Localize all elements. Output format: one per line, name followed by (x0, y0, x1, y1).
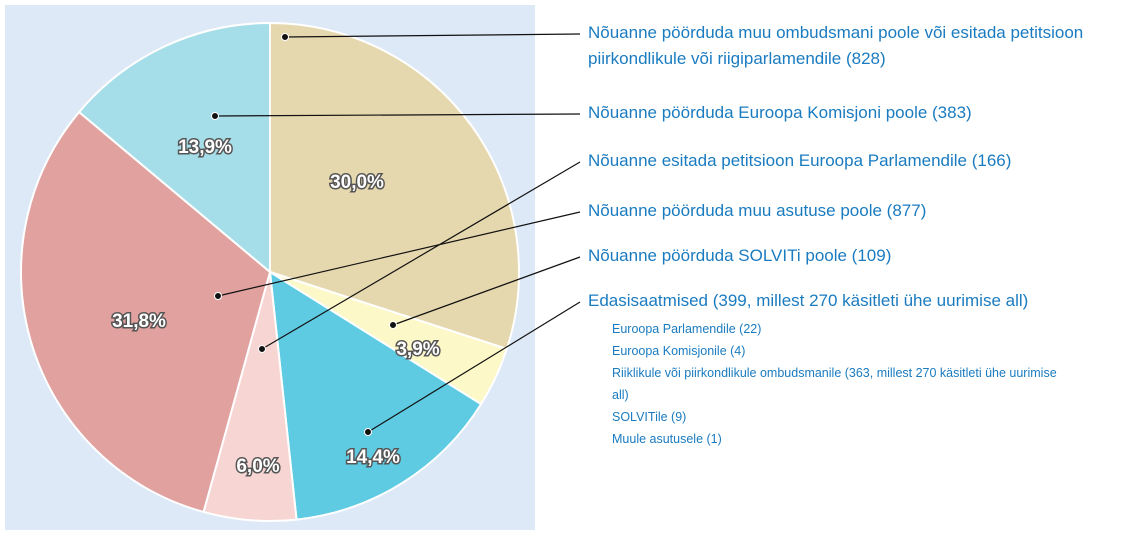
leader-dot (389, 321, 397, 329)
leader-dot (258, 345, 266, 353)
leader-line (284, 33, 581, 38)
legend-sub-entry: Riiklikule või piirkondlikule ombudsmani… (612, 366, 1057, 402)
legend-entry: Edasisaatmised (399, millest 270 käsitle… (588, 291, 1029, 310)
pie-slice (77, 21, 271, 275)
pie-slice (268, 270, 483, 521)
legend-entry: Nõuanne pöörduda muu ombudsmani poole võ… (588, 23, 1084, 68)
legend-sub-entry: Muule asutusele (1) (612, 432, 722, 446)
legend-sub-entry: Euroopa Parlamendile (22) (612, 322, 762, 336)
legend-entry: Nõuanne esitada petitsioon Euroopa Parla… (588, 151, 1012, 170)
leader-dot (214, 292, 222, 300)
legend-sub-entry: SOLVITile (9) (612, 410, 687, 424)
pie-slice (20, 110, 272, 514)
leader-line (217, 211, 581, 297)
slice-label: 3,9% (396, 339, 439, 360)
pie-slice (269, 21, 520, 351)
leader-dot (364, 428, 372, 436)
legend-entry: Nõuanne pöörduda SOLVITi poole (109) (588, 246, 892, 265)
legend-sub-entry: Euroopa Komisjonile (4) (612, 344, 746, 358)
leader-line (261, 161, 581, 350)
leader-line (214, 113, 581, 117)
slice-label: 6,0% (236, 456, 279, 477)
leader-line (392, 256, 581, 326)
leader-line (367, 301, 581, 433)
legend-entry: Nõuanne pöörduda Euroopa Komisjoni poole… (588, 103, 972, 122)
slice-label: 13,9% (178, 137, 232, 158)
legend-entry: Nõuanne pöörduda muu asutuse poole (877) (588, 201, 927, 220)
slice-label: 14,4% (346, 447, 400, 468)
slice-label: 30,0% (330, 172, 384, 193)
slice-label: 31,8% (112, 311, 166, 332)
leader-dot (281, 33, 289, 41)
leader-dot (211, 112, 219, 120)
